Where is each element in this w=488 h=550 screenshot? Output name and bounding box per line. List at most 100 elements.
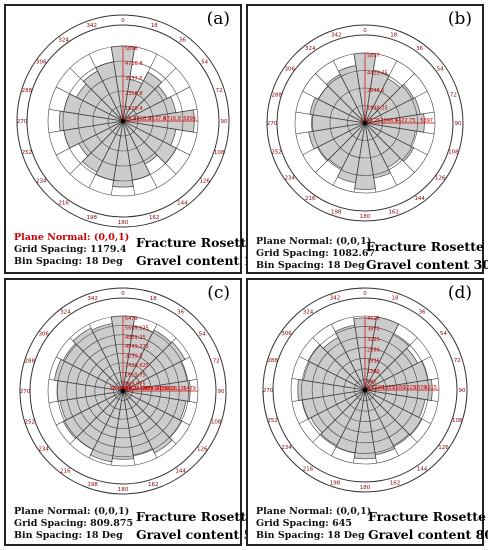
center-dot: [362, 387, 368, 393]
angle-label: 18: [390, 33, 397, 39]
ring-label-vertical: 1179.4: [125, 106, 143, 112]
angle-label: 270: [263, 388, 274, 394]
grid-spoke: [291, 378, 366, 391]
grid-spoke: [364, 389, 418, 443]
angle-label: 306: [38, 331, 49, 337]
angle-label: 162: [390, 480, 401, 486]
ring-label-vertical: 3537.6: [125, 76, 143, 82]
ring-label: 3225: [403, 385, 416, 391]
angle-label: 324: [60, 310, 71, 316]
rose-diagram-c: 809.875809.8751619.751619.752429.6252429…: [19, 287, 227, 495]
angle-label: 144: [175, 468, 186, 474]
bin-spacing: Bin Spacing: 18 Deg: [256, 530, 365, 541]
center-dot: [120, 118, 126, 124]
grid-spoke: [122, 390, 158, 458]
grid-spoke: [56, 86, 124, 122]
angle-label: 252: [271, 150, 282, 156]
ring-label: 809.875: [110, 386, 131, 392]
grid-spoke: [122, 324, 158, 392]
ring-label-vertical: 3239.5: [125, 354, 143, 360]
inner-ring: [29, 297, 217, 485]
grid-spoke: [122, 86, 190, 122]
chart-subtitle: Gravel content 10%: [136, 253, 273, 268]
caption: Fracture Rosette Gravel content 80%: [368, 508, 488, 544]
info-block: Plane Normal: (0,0,1) Grid Spacing: 645 …: [256, 506, 371, 542]
ring-label: 5669.125: [163, 386, 187, 392]
grid-spoke: [69, 120, 124, 175]
grid-spoke: [364, 389, 377, 464]
grid-spoke: [353, 122, 366, 193]
ring-label: 4049.375: [144, 386, 168, 392]
grid-spoke: [364, 122, 377, 193]
ring-label-vertical: 2948.5: [367, 88, 385, 94]
grid-spacing: Grid Spacing: 1179.4: [14, 244, 127, 255]
plane-normal: Plane Normal: (0,0,1): [256, 506, 372, 517]
grid-spoke: [122, 378, 198, 392]
ring-label-vertical: 2429.625: [125, 363, 149, 369]
chart-title: Fracture Rosette: [136, 509, 254, 524]
ring-label: 3537.6: [149, 116, 167, 122]
ring-label: 2948.5: [381, 118, 399, 124]
angle-label: 324: [305, 46, 316, 52]
ring-label: 1935: [382, 385, 395, 391]
angle-label: 108: [211, 419, 222, 425]
angle-label: 306: [281, 331, 292, 337]
angle-label: 306: [285, 66, 296, 72]
ring-label-vertical: 5897: [367, 53, 380, 59]
grid-spoke: [315, 122, 366, 173]
grid-spoke: [48, 108, 124, 122]
ring-label: 4859.25: [157, 386, 178, 392]
grid-spoke: [122, 67, 177, 122]
angle-label: 18: [151, 23, 158, 29]
bin-spacing: Bin Spacing: 18 Deg: [14, 530, 123, 541]
grid-spoke: [122, 120, 198, 134]
ring-label: 1290: [371, 385, 384, 391]
angle-label: 198: [330, 480, 341, 486]
ring-label-vertical: 1438.25: [367, 106, 388, 112]
ring-label: 1179.4: [119, 116, 137, 122]
angle-label: 18: [150, 296, 157, 302]
angle-label: 54: [201, 60, 208, 66]
angle-label: 54: [440, 331, 447, 337]
grid-spoke: [122, 108, 198, 122]
grid-spoke: [295, 111, 366, 124]
ring-label-vertical: 4422.75: [367, 71, 388, 77]
angle-label: 216: [58, 201, 69, 207]
grid-spoke: [122, 120, 177, 175]
caption: Fracture Rosette Gravel content 50%: [136, 508, 273, 544]
angle-label: 108: [448, 150, 459, 156]
outer-ring: [19, 287, 227, 495]
rosette-panel-d: 645 645 1290 1290 1935 1935 2580 2580 3225 3225 38…: [246, 278, 488, 546]
angle-label: 198: [87, 215, 98, 221]
angle-label: 126: [435, 176, 446, 182]
rose-diagram-b: 1438.251438.252948.52948.54422.754422.75…: [266, 24, 464, 222]
grid-spoke: [122, 390, 136, 466]
grid-spoke: [332, 60, 366, 124]
panel-label: (a): [206, 9, 230, 29]
angle-label: 324: [58, 37, 69, 43]
grid-spoke: [122, 120, 136, 196]
rosette-panel-c: 809.875 809.875 1619.75 1619.75 2429.625 2429…: [4, 278, 273, 546]
grid-spoke: [298, 389, 366, 424]
angle-label: 0: [121, 18, 125, 24]
grid-spoke: [312, 389, 366, 443]
grid-spoke: [302, 90, 366, 124]
ring-label-vertical: 1619.75: [125, 372, 146, 378]
angle-label: 180: [118, 487, 129, 493]
grid-spoke: [315, 73, 366, 124]
grid-spoke: [122, 390, 190, 426]
angle-label: 36: [179, 37, 186, 43]
grid-spoke: [48, 378, 124, 392]
angle-label: 252: [25, 419, 36, 425]
grid-spoke: [122, 316, 136, 392]
grid-spoke: [364, 316, 377, 391]
grid-spoke: [48, 390, 124, 404]
angle-label: 198: [87, 482, 98, 488]
rosette-panel-b: 1438.25 1438.25 2948.5 2948.5 4422.75 4422.75…: [246, 4, 488, 274]
ring-label: 645: [364, 385, 374, 391]
grid-spoke: [88, 54, 124, 122]
angle-label: 144: [414, 196, 425, 202]
chart-title: Fracture Rosette: [368, 509, 486, 524]
angle-label: 126: [438, 445, 449, 451]
chart-title: Fracture Rosette: [136, 235, 254, 250]
